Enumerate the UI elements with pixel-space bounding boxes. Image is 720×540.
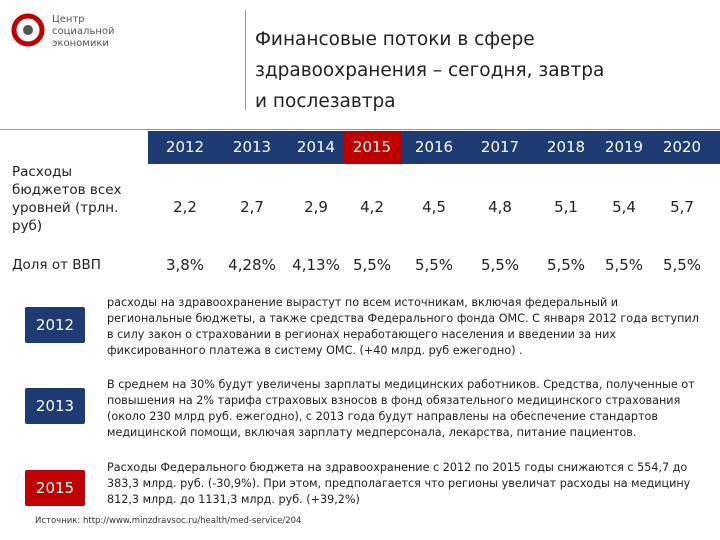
header-year: 2018 bbox=[546, 138, 586, 156]
logo-line: Центр bbox=[52, 14, 85, 25]
cell: 5,4 bbox=[612, 198, 636, 216]
cell: 5,5% bbox=[480, 256, 520, 274]
logo-icon bbox=[11, 13, 45, 47]
rule bbox=[0, 129, 720, 130]
row-label: Расходы бюджетов всех уровней (трлн. руб… bbox=[12, 164, 122, 234]
header-year: 2015 bbox=[352, 138, 392, 156]
header-band bbox=[148, 131, 720, 164]
year-badge: 2015 bbox=[25, 470, 85, 506]
cell: 3,8% bbox=[165, 256, 205, 274]
header-year: 2020 bbox=[662, 138, 702, 156]
cell: 5,1 bbox=[554, 198, 578, 216]
header-year: 2017 bbox=[480, 138, 520, 156]
header-year: 2012 bbox=[165, 138, 205, 156]
logo-text: Центр социальной экономики bbox=[52, 14, 115, 50]
cell: 5,5% bbox=[662, 256, 702, 274]
cell: 4,2 bbox=[360, 198, 384, 216]
logo-line: социальной bbox=[52, 26, 115, 37]
header-year: 2013 bbox=[232, 138, 272, 156]
cell: 5,5% bbox=[414, 256, 454, 274]
cell: 2,2 bbox=[173, 198, 197, 216]
note-text: В среднем на 30% будут увеличены зарплат… bbox=[107, 378, 695, 439]
cell: 5,5% bbox=[546, 256, 586, 274]
cell: 5,5% bbox=[604, 256, 644, 274]
cell: 4,8 bbox=[488, 198, 512, 216]
header-highlight bbox=[343, 131, 401, 164]
cell: 4,5 bbox=[422, 198, 446, 216]
notes: 2012 расходы на здравоохранение вырастут … bbox=[25, 296, 699, 506]
note-text: Расходы Федерального бюджета на здравоох… bbox=[107, 461, 691, 506]
cell: 4,13% bbox=[292, 256, 340, 274]
cell: 2,9 bbox=[304, 198, 328, 216]
year-badge: 2012 bbox=[25, 307, 85, 343]
source: Источник: http://www.minzdravsoc.ru/heal… bbox=[35, 516, 302, 526]
logo-line: экономики bbox=[52, 38, 109, 49]
header-year: 2019 bbox=[604, 138, 644, 156]
table: 2012 2013 2014 2015 2016 2017 2018 2019 2020 Расх… bbox=[12, 131, 720, 274]
header-year: 2016 bbox=[414, 138, 454, 156]
cell: 4,28% bbox=[228, 256, 276, 274]
cell: 2,7 bbox=[240, 198, 264, 216]
row-label: Доля от ВВП bbox=[12, 257, 101, 273]
cell: 5,7 bbox=[670, 198, 694, 216]
cell: 5,5% bbox=[352, 256, 392, 274]
title: Финансовые потоки в сфере здравоохранени… bbox=[255, 29, 605, 112]
divider bbox=[245, 10, 246, 110]
year-badge: 2013 bbox=[25, 388, 85, 424]
note-text: расходы на здравоохранение вырастут по в… bbox=[107, 296, 699, 357]
header-year: 2014 bbox=[296, 138, 336, 156]
